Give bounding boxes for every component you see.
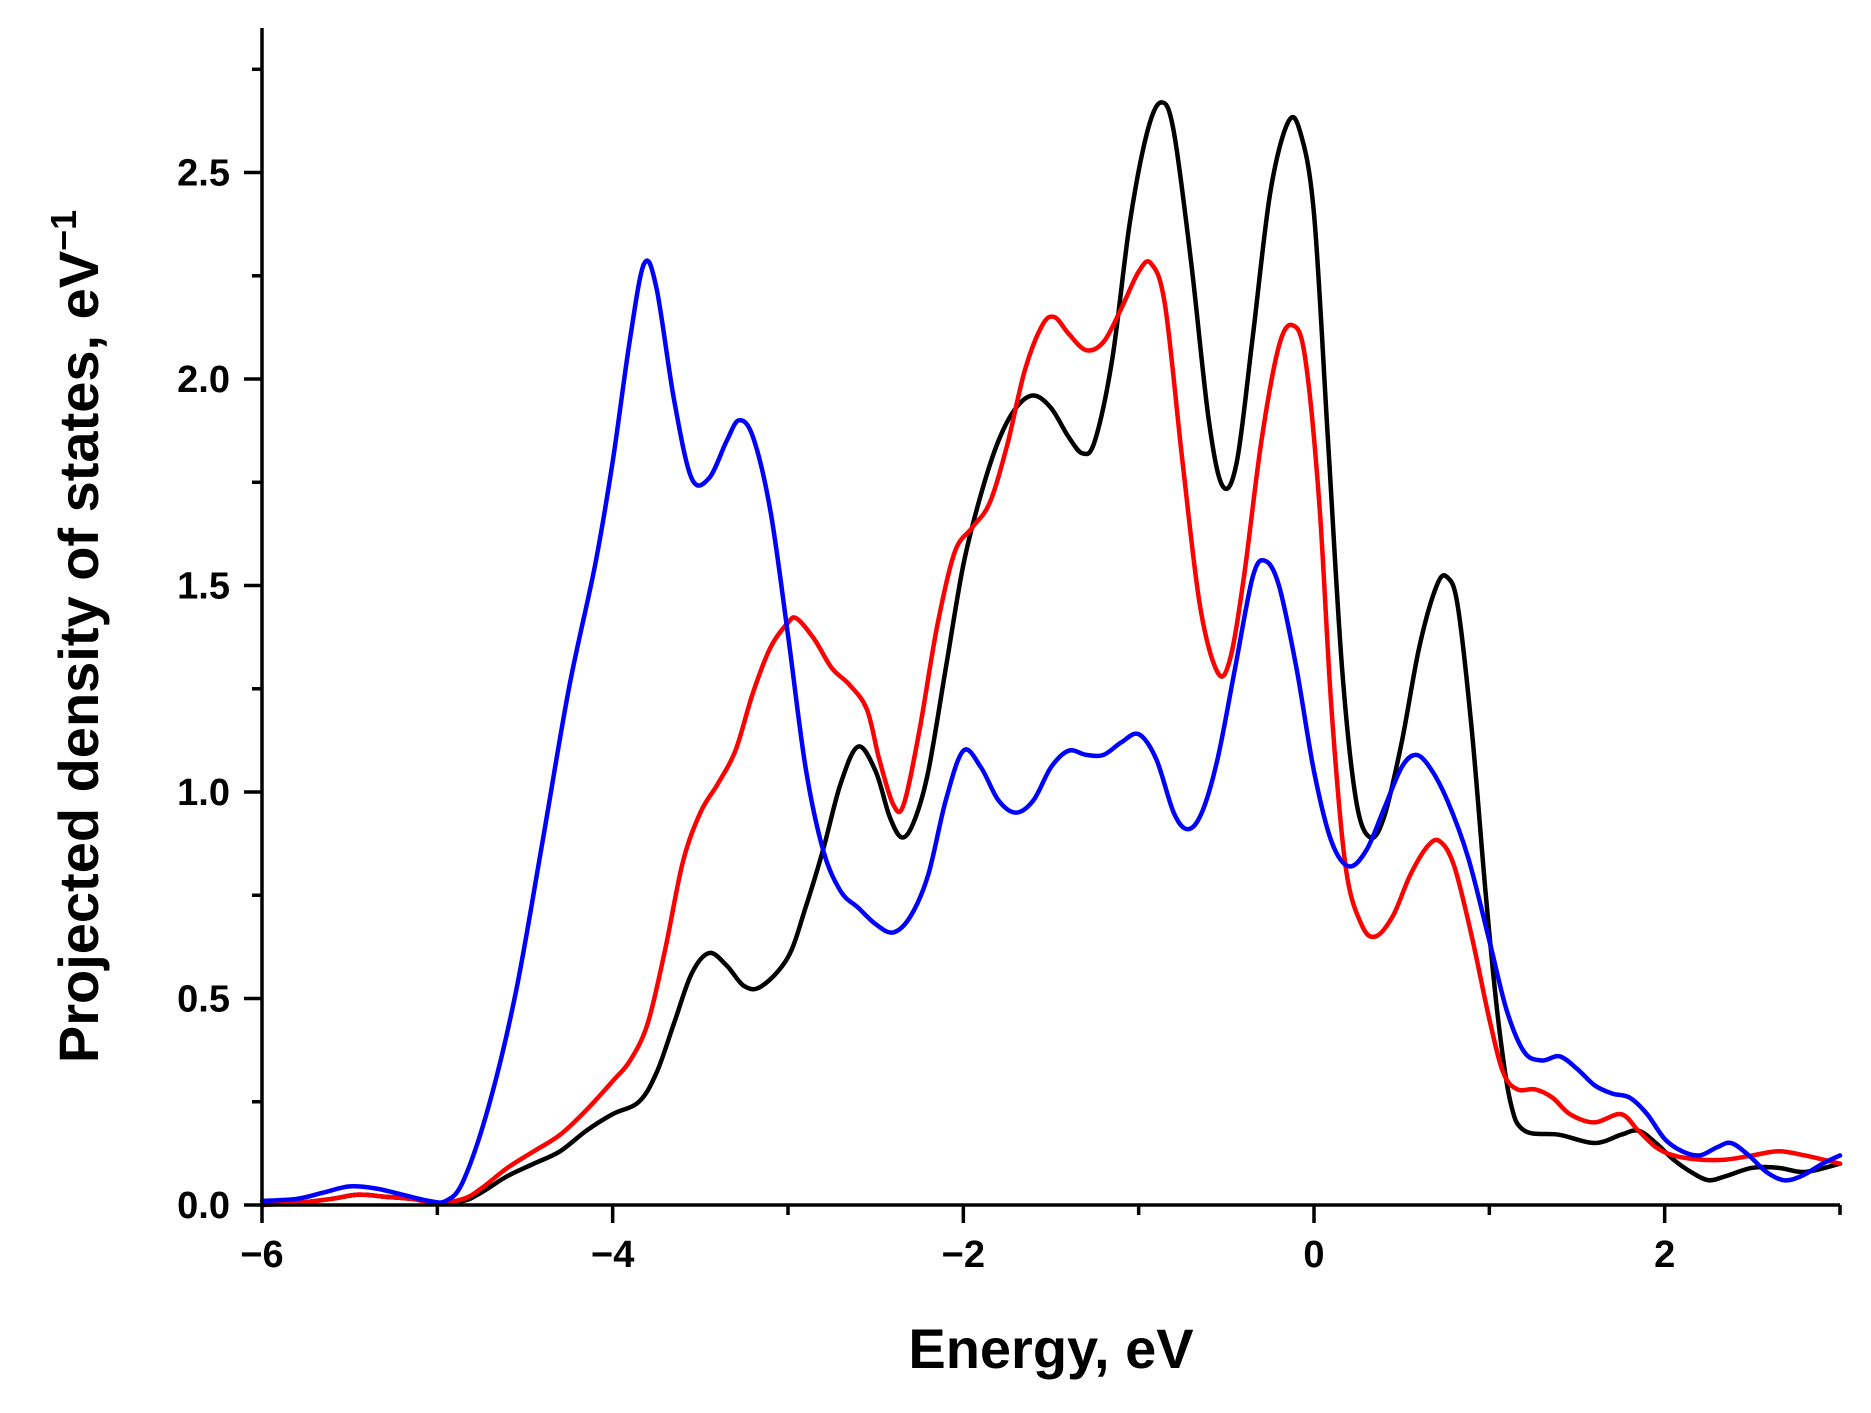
y-tick-label: 1.5	[177, 566, 230, 608]
x-tick-label: 0	[1303, 1234, 1324, 1276]
y-tick-label: 0.5	[177, 979, 230, 1021]
series-line-blue	[259, 258, 1843, 1205]
x-tick-label: 2	[1654, 1234, 1675, 1276]
y-tick-label: 2.5	[177, 153, 230, 195]
x-axis-title: Energy, eV	[908, 1317, 1193, 1380]
x-ticks: −6 −4 −2 0 2	[240, 1205, 1842, 1276]
x-tick-label: −2	[942, 1234, 985, 1276]
x-tick-label: −4	[591, 1234, 634, 1276]
series-line-black	[259, 100, 1843, 1208]
y-tick-label: 0.0	[177, 1185, 230, 1227]
y-axis-title: Projected density of states, eV−1	[43, 210, 110, 1063]
y-ticks: 0.0 0.5 1.0 1.5 2.0 2.5	[177, 67, 262, 1227]
y-axis-title-text: Projected density of states, eV	[47, 251, 110, 1063]
x-tick-label: −6	[240, 1234, 283, 1276]
axes-layer	[260, 28, 1840, 1207]
series-line-red	[259, 259, 1843, 1208]
y-tick-label: 1.0	[177, 772, 230, 814]
y-tick-label: 2.0	[177, 359, 230, 401]
series-layer	[259, 100, 1843, 1208]
y-axis-title-exponent: −1	[43, 210, 84, 251]
axis-frame	[260, 28, 1840, 1207]
